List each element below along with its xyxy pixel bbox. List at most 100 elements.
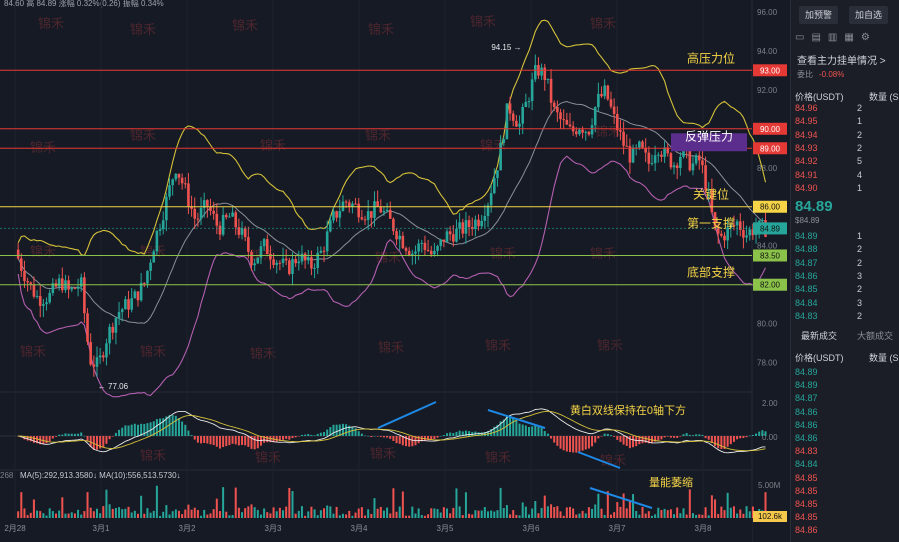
x-tick-label: 2月28 [4, 524, 26, 533]
level-price-label: 89.00 [760, 144, 781, 153]
ask-row[interactable]: 84.91 4 [795, 169, 899, 182]
ask-row[interactable]: 84.92 5 [795, 155, 899, 168]
volume-bar [458, 506, 461, 518]
volume-bar [505, 505, 508, 518]
volume-bar [370, 513, 373, 518]
macd-hist-bar [714, 436, 717, 447]
volume-bar [146, 508, 149, 518]
candle-body [20, 258, 23, 272]
macd-hist-bar [263, 436, 266, 443]
bid-row[interactable]: 84.87 2 [795, 257, 899, 270]
volume-bar [764, 492, 767, 518]
macd-hist-bar [657, 436, 660, 441]
macd-hist-bar [196, 436, 199, 443]
ask-row[interactable]: 84.94 2 [795, 129, 899, 142]
ask-row[interactable]: 84.90 1 [795, 182, 899, 195]
bids-only-icon[interactable]: ▤ [811, 32, 821, 43]
add-watchlist-button[interactable]: 加自选 [849, 6, 889, 24]
grid-icon[interactable]: ▦ [844, 32, 854, 43]
watermark: 锦禾 [30, 244, 56, 259]
volume-bar [45, 515, 48, 518]
volume-bar [61, 497, 64, 518]
volume-bar [95, 508, 98, 518]
candle-body [675, 165, 679, 169]
level-price-label: 86.00 [760, 203, 781, 212]
level-price-tag [753, 222, 787, 235]
volume-bar [420, 514, 423, 518]
bid-row[interactable]: 84.86 3 [795, 270, 899, 283]
volume-bar [278, 507, 281, 518]
ask-row[interactable]: 84.96 2 [795, 102, 899, 115]
candle-body [234, 212, 238, 228]
candle-body [713, 212, 717, 227]
candle-body [578, 129, 581, 135]
volume-bar [54, 513, 57, 518]
book-header-price: 价格(USDT) [795, 92, 844, 102]
watermark: 锦禾 [590, 246, 616, 261]
candle-body [385, 209, 389, 212]
watermark: 锦禾 [255, 450, 281, 465]
volume-bar [628, 500, 631, 518]
candle-body [284, 258, 288, 261]
trade-row: 84.83 [795, 445, 899, 458]
macd-note: 黄白双线保持在0轴下方 [570, 403, 686, 417]
qty-cell: 2 [857, 310, 863, 321]
settings-icon[interactable]: ⚙ [860, 32, 870, 43]
tab-latest-trades[interactable]: 最新成交 [801, 331, 838, 341]
bid-row[interactable]: 84.83 2 [795, 310, 899, 323]
candle-body [306, 257, 310, 261]
candle-body [146, 270, 149, 284]
volume-bar [159, 515, 162, 518]
candle-body [552, 102, 556, 108]
volume-bar [140, 495, 143, 518]
macd-hist-bar [335, 424, 338, 436]
volume-bar [165, 505, 168, 518]
macd-hist-bar [628, 436, 631, 449]
candle-body [272, 259, 275, 265]
volume-bar [581, 510, 584, 518]
macd-hist-bar [228, 436, 231, 446]
chart-area[interactable]: 锦禾 锦禾 锦禾 锦禾 锦禾 锦禾 锦禾 锦禾 锦禾 锦禾 锦禾 锦禾 锦禾 锦禾 锦禾 锦禾 锦禾 锦禾 锦禾 锦禾… [0, 0, 790, 542]
macd-hist-bar [477, 432, 480, 436]
volume-bar [64, 513, 67, 518]
candle-body [294, 259, 297, 264]
ask-row[interactable]: 84.95 1 [795, 115, 899, 128]
candle-body [347, 202, 351, 207]
macd-hist-bar [92, 436, 95, 450]
macd-hist-bar [676, 436, 679, 438]
main-orders-link[interactable]: 查看主力挂单情况 > [797, 56, 886, 67]
add-alert-button[interactable]: 加预警 [799, 6, 839, 24]
macd-hist-bar [591, 436, 594, 447]
ask-row[interactable]: 84.93 2 [795, 142, 899, 155]
macd-hist-bar [546, 433, 549, 436]
candle-body [124, 299, 127, 310]
trade-price: 84.86 [795, 406, 818, 417]
volume-bar [338, 515, 341, 518]
macd-hist-bar [606, 433, 609, 436]
book-view-toggles[interactable]: ▭ ▤ ▥ ▦ ⚙ [795, 32, 877, 43]
bid-row[interactable]: 84.89 1 [795, 230, 899, 243]
trade-row: 84.86 [795, 524, 899, 537]
bid-row[interactable]: 84.88 2 [795, 243, 899, 256]
bid-row[interactable]: 84.84 3 [795, 297, 899, 310]
macd-hist-bar [685, 433, 688, 436]
bid-row[interactable]: 84.85 2 [795, 283, 899, 296]
trade-price: 84.86 [795, 525, 818, 536]
volume-bar [291, 491, 294, 518]
macd-hist-bar [354, 428, 357, 436]
macd-hist-bar [537, 426, 540, 436]
candle-body [735, 221, 739, 226]
candle-body [130, 298, 133, 310]
candle-body [650, 163, 654, 165]
tab-large-trades[interactable]: 大额成交 [857, 331, 894, 341]
watermark: 锦禾 [590, 16, 616, 31]
candle-body [546, 78, 550, 81]
asks-only-icon[interactable]: ▥ [827, 32, 838, 43]
price-cell: 84.86 [795, 270, 818, 281]
volume-bar [521, 502, 524, 518]
qty-cell: 2 [857, 103, 863, 113]
layout-icon[interactable]: ▭ [795, 32, 805, 43]
macd-hist-bar [531, 426, 534, 436]
macd-hist-bar [398, 436, 401, 444]
